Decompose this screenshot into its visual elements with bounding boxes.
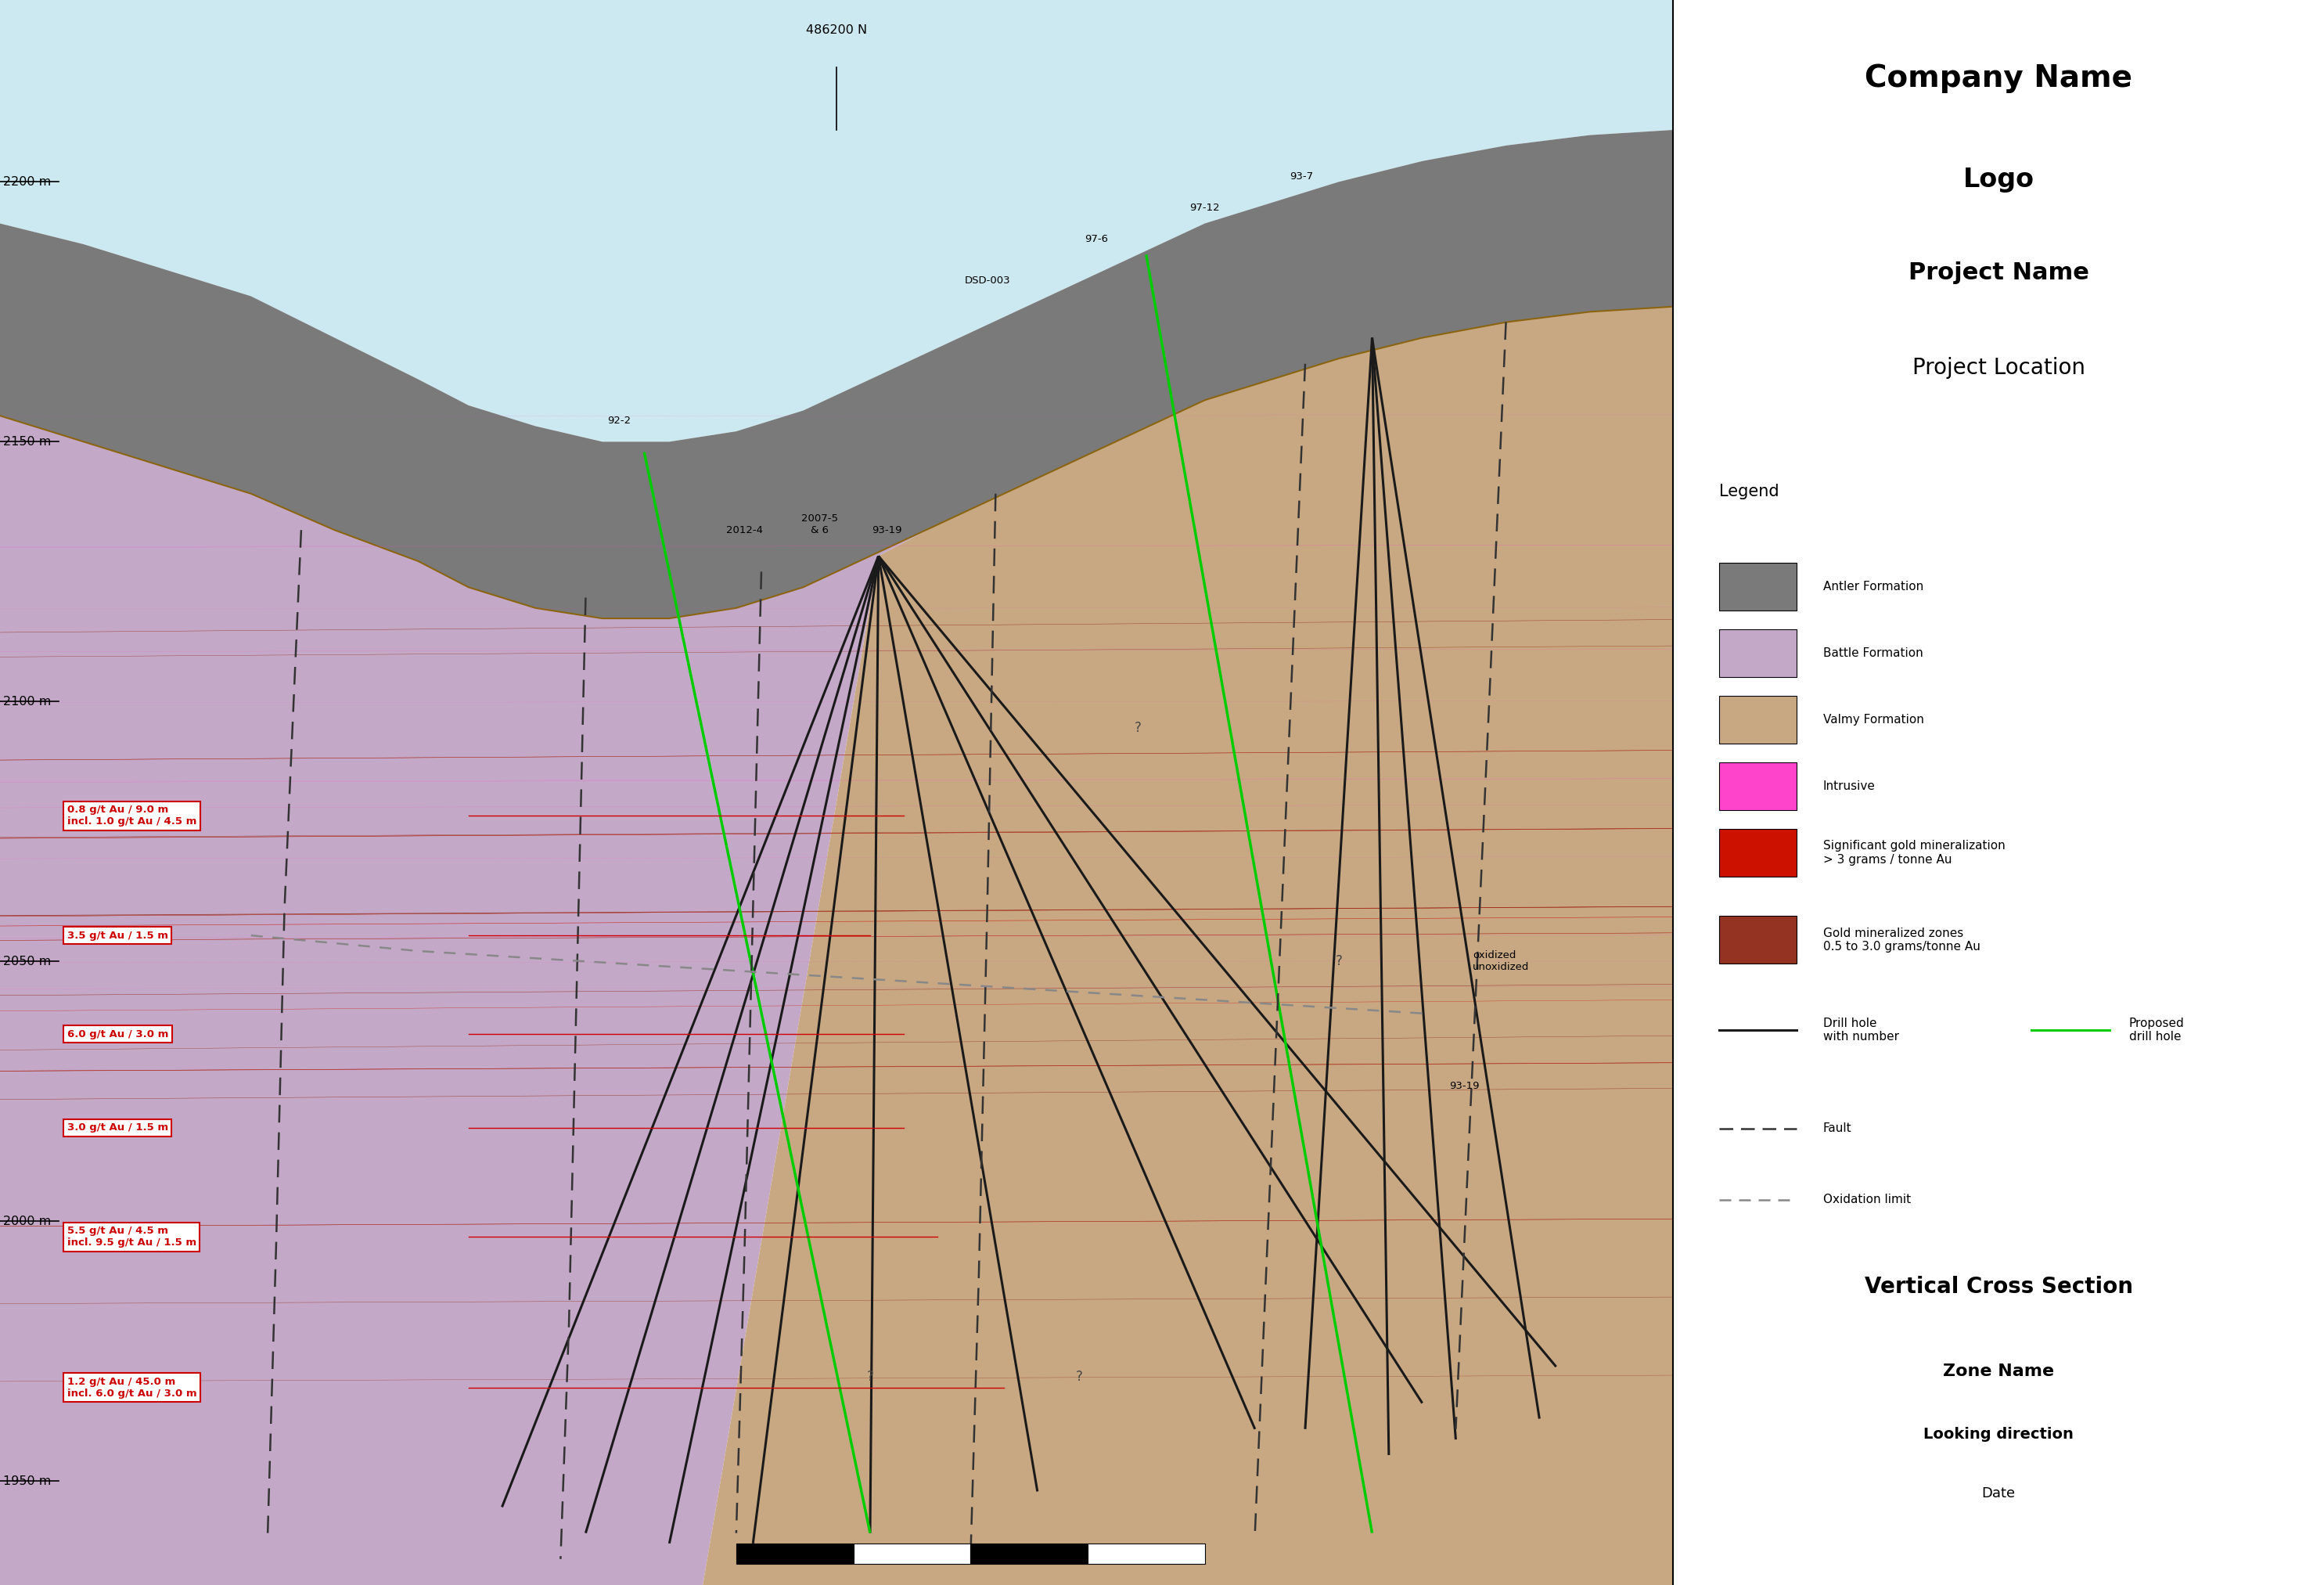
Polygon shape	[0, 415, 937, 1585]
Polygon shape	[0, 953, 2324, 1022]
Text: ?: ?	[867, 1369, 874, 1384]
Text: 486200 N: 486200 N	[806, 25, 867, 36]
Text: 93-7: 93-7	[1290, 171, 1313, 182]
Text: 6.0 g/t Au / 3.0 m: 6.0 g/t Au / 3.0 m	[67, 1029, 167, 1040]
Text: 1.2 g/t Au / 45.0 m
incl. 6.0 g/t Au / 3.0 m: 1.2 g/t Au / 45.0 m incl. 6.0 g/t Au / 3…	[67, 1376, 198, 1398]
Text: 0.8 g/t Au / 9.0 m
incl. 1.0 g/t Au / 4.5 m: 0.8 g/t Au / 9.0 m incl. 1.0 g/t Au / 4.…	[67, 805, 195, 827]
Polygon shape	[0, 571, 2324, 937]
Polygon shape	[0, 577, 2324, 723]
Polygon shape	[702, 306, 1673, 1585]
Text: Zone Name: Zone Name	[1943, 1363, 2054, 1379]
Polygon shape	[0, 899, 2324, 1106]
Polygon shape	[0, 932, 2324, 1148]
FancyBboxPatch shape	[853, 1544, 971, 1564]
Text: 1950 m: 1950 m	[2, 1476, 51, 1487]
Text: 2007-5
& 6: 2007-5 & 6	[802, 514, 839, 536]
Text: 97-12: 97-12	[1190, 203, 1220, 212]
Polygon shape	[0, 0, 1673, 442]
Polygon shape	[0, 1094, 2324, 1349]
Polygon shape	[0, 813, 2324, 902]
Text: 3.5 g/t Au / 1.5 m: 3.5 g/t Au / 1.5 m	[67, 930, 167, 940]
FancyBboxPatch shape	[1720, 696, 1796, 743]
Text: ?: ?	[1076, 1369, 1083, 1384]
Text: oxidized
unoxidized: oxidized unoxidized	[1473, 951, 1529, 972]
Text: Antler Formation: Antler Formation	[1822, 580, 1924, 593]
Polygon shape	[0, 495, 2324, 598]
FancyBboxPatch shape	[1720, 916, 1796, 964]
Polygon shape	[0, 838, 2324, 1032]
FancyBboxPatch shape	[971, 1544, 1088, 1564]
Text: Oxidation limit: Oxidation limit	[1822, 1194, 1910, 1206]
Text: 2200 m: 2200 m	[2, 176, 51, 187]
Text: 2000 m: 2000 m	[2, 1216, 51, 1227]
Polygon shape	[0, 816, 2324, 1054]
Text: 2150 m: 2150 m	[2, 436, 51, 447]
Text: Date: Date	[1982, 1487, 2015, 1501]
FancyBboxPatch shape	[1088, 1544, 1204, 1564]
Text: 3.0 g/t Au / 1.5 m: 3.0 g/t Au / 1.5 m	[67, 1122, 167, 1133]
Text: 5.5 g/t Au / 4.5 m
incl. 9.5 g/t Au / 1.5 m: 5.5 g/t Au / 4.5 m incl. 9.5 g/t Au / 1.…	[67, 1225, 195, 1247]
Text: Gold mineralized zones
0.5 to 3.0 grams/tonne Au: Gold mineralized zones 0.5 to 3.0 grams/…	[1822, 927, 1980, 953]
Text: Legend: Legend	[1720, 483, 1778, 499]
FancyBboxPatch shape	[1720, 829, 1796, 877]
Text: Fault: Fault	[1822, 1122, 1852, 1135]
Text: Logo: Logo	[1964, 166, 2034, 192]
Polygon shape	[0, 518, 2324, 781]
Polygon shape	[0, 753, 2324, 805]
Polygon shape	[0, 650, 2324, 1190]
Text: 2050 m: 2050 m	[2, 956, 51, 967]
Polygon shape	[0, 502, 2324, 743]
Polygon shape	[0, 772, 2324, 1048]
FancyBboxPatch shape	[1720, 629, 1796, 677]
Text: ?: ?	[1336, 954, 1341, 968]
Text: Valmy Formation: Valmy Formation	[1822, 713, 1924, 726]
Polygon shape	[0, 582, 2324, 634]
Polygon shape	[0, 491, 2324, 601]
Text: 92-2: 92-2	[607, 415, 630, 426]
Polygon shape	[0, 743, 2324, 1127]
Text: 2100 m: 2100 m	[2, 696, 51, 707]
Text: Company Name: Company Name	[1864, 63, 2133, 94]
Text: 93-19: 93-19	[1450, 1081, 1478, 1092]
Text: Intrusive: Intrusive	[1822, 780, 1875, 792]
Polygon shape	[0, 1258, 2324, 1496]
Text: 97-6: 97-6	[1085, 235, 1109, 244]
Polygon shape	[0, 987, 2324, 1455]
Polygon shape	[0, 674, 2324, 989]
Polygon shape	[0, 827, 2324, 992]
Text: Proposed
drill hole: Proposed drill hole	[2129, 1018, 2185, 1043]
FancyBboxPatch shape	[737, 1544, 853, 1564]
Text: DSD-003: DSD-003	[964, 276, 1011, 285]
Polygon shape	[0, 504, 2324, 1314]
Polygon shape	[0, 670, 2324, 992]
Polygon shape	[0, 1135, 2324, 1463]
FancyBboxPatch shape	[1720, 563, 1796, 610]
Text: Looking direction: Looking direction	[1924, 1426, 2073, 1441]
Polygon shape	[0, 130, 1673, 618]
Text: 93-19: 93-19	[872, 525, 902, 536]
Polygon shape	[0, 391, 2324, 439]
Polygon shape	[0, 602, 2324, 1060]
Text: Project Name: Project Name	[1908, 262, 2089, 284]
Polygon shape	[0, 867, 2324, 1263]
Text: Vertical Cross Section: Vertical Cross Section	[1864, 1276, 2133, 1298]
Text: Battle Formation: Battle Formation	[1822, 647, 1922, 659]
Polygon shape	[0, 778, 2324, 1352]
Text: ?: ?	[1134, 721, 1141, 734]
Polygon shape	[0, 663, 2324, 845]
FancyBboxPatch shape	[1720, 762, 1796, 810]
Text: Project Location: Project Location	[1913, 357, 2085, 379]
Text: Drill hole
with number: Drill hole with number	[1822, 1018, 1899, 1043]
Polygon shape	[0, 922, 2324, 1000]
Polygon shape	[0, 949, 2324, 1233]
Text: 2012-4: 2012-4	[725, 525, 762, 536]
Polygon shape	[0, 823, 2324, 1152]
Polygon shape	[0, 556, 2324, 1003]
Polygon shape	[0, 688, 2324, 922]
Text: Significant gold mineralization
> 3 grams / tonne Au: Significant gold mineralization > 3 gram…	[1822, 840, 2006, 865]
Polygon shape	[0, 653, 2324, 750]
